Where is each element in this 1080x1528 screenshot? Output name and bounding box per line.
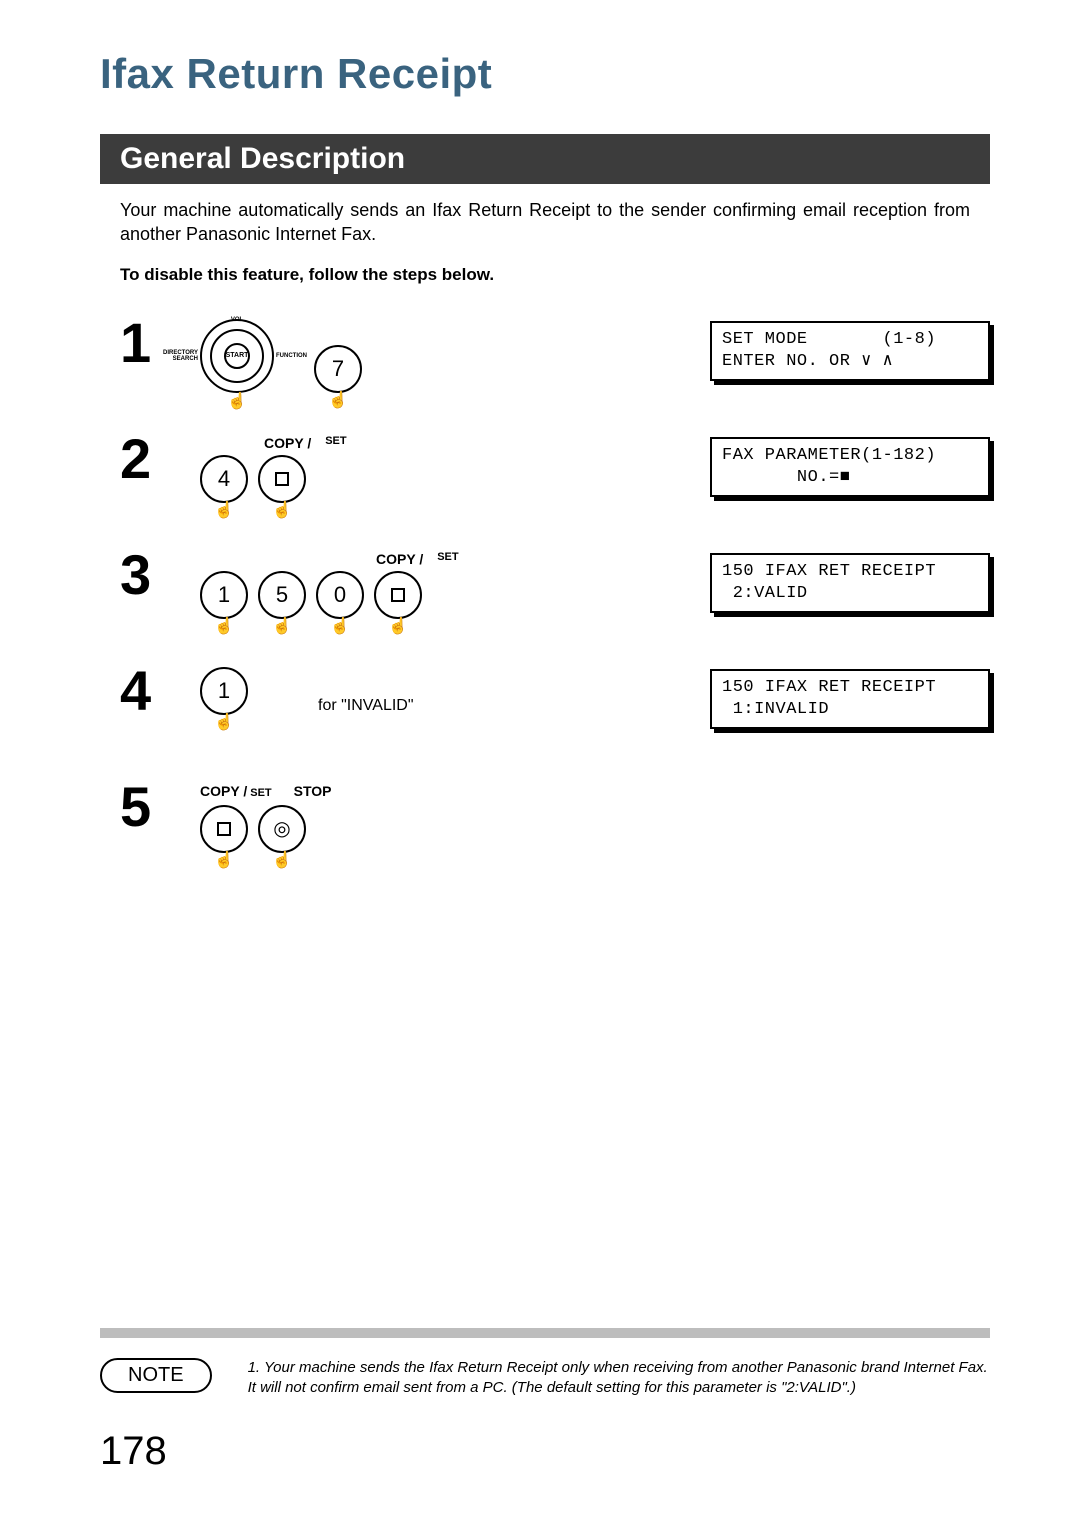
press-hand-icon: ☝ (214, 503, 234, 519)
horizontal-rule (100, 1328, 990, 1338)
press-hand-icon: ☝ (272, 853, 292, 869)
press-hand-icon: ☝ (214, 619, 234, 635)
key-7-label: 7 (332, 356, 344, 382)
press-hand-icon: ☝ (214, 853, 234, 869)
step-number: 4 (120, 663, 200, 719)
intro-paragraph: Your machine automatically sends an Ifax… (120, 198, 970, 247)
step-4: 4 1 ☝ for "INVALID" 150 IFAX RET RECEIPT… (120, 667, 990, 767)
note-badge: NOTE (100, 1358, 212, 1393)
invalid-caption: for "INVALID" (318, 697, 414, 715)
set-label: SET (247, 787, 271, 799)
step-2: 2 COPY / SET 4 ☝ ☝ (120, 435, 990, 535)
function-dial-icon: START VOL DIRECTORY SEARCH FUNCTION ☝ (200, 319, 274, 393)
key-7-button: 7 ☝ (314, 345, 362, 393)
dial-right-label: FUNCTION (276, 353, 308, 359)
section-heading: General Description (100, 134, 990, 184)
step-number: 2 (120, 431, 200, 487)
set-label: SET (437, 551, 458, 567)
page-number: 178 (100, 1429, 167, 1474)
copy-set-button: ☝ (258, 455, 306, 503)
copy-set-button: ☝ (200, 805, 248, 853)
press-hand-icon: ☝ (272, 619, 292, 635)
square-icon (217, 822, 231, 836)
page-title: Ifax Return Receipt (100, 50, 990, 98)
copy-set-button: ☝ (374, 571, 422, 619)
disable-instruction: To disable this feature, follow the step… (120, 265, 970, 285)
stop-label: STOP (294, 783, 332, 801)
lcd-display-3: 150 IFAX RET RECEIPT 2:VALID (710, 553, 990, 613)
copy-label: COPY / (264, 435, 311, 451)
press-hand-icon: ☝ (227, 391, 247, 411)
press-hand-icon: ☝ (388, 619, 408, 635)
key-4-label: 4 (218, 466, 230, 492)
dial-top-label: VOL (231, 317, 243, 323)
lcd-display-1: SET MODE (1-8) ENTER NO. OR ∨ ∧ (710, 321, 990, 381)
key-5-label: 5 (276, 582, 288, 608)
key-5-button: 5 ☝ (258, 571, 306, 619)
steps-list: 1 START VOL DIRECTORY SEARCH FUNCTION ☝ … (120, 319, 990, 883)
dial-center-label: START (224, 343, 250, 369)
step-3: 3 COPY / SET 1 ☝ 5 ☝ (120, 551, 990, 651)
press-hand-icon: ☝ (330, 619, 350, 635)
key-1-button: 1 ☝ (200, 571, 248, 619)
note-row: NOTE 1. Your machine sends the Ifax Retu… (100, 1358, 990, 1399)
stop-button: ◎ ☝ (258, 805, 306, 853)
step-5-controls: COPY / SET STOP ☝ ◎ ☝ (200, 783, 620, 853)
key-4-button: 4 ☝ (200, 455, 248, 503)
step-1-controls: START VOL DIRECTORY SEARCH FUNCTION ☝ 7 … (200, 319, 620, 393)
step-4-controls: 1 ☝ for "INVALID" (200, 667, 620, 715)
copy-label: COPY / (200, 783, 247, 799)
step-number: 3 (120, 547, 200, 603)
copy-label: COPY / (376, 551, 423, 567)
dial-left-label: DIRECTORY SEARCH (162, 350, 198, 362)
press-hand-icon: ☝ (272, 503, 292, 519)
set-label: SET (325, 435, 346, 451)
square-icon (275, 472, 289, 486)
key-1-button: 1 ☝ (200, 667, 248, 715)
footer-note-block: NOTE 1. Your machine sends the Ifax Retu… (100, 1328, 990, 1399)
step-2-controls: COPY / SET 4 ☝ ☝ (200, 435, 620, 503)
step-number: 1 (120, 315, 200, 371)
lcd-display-4: 150 IFAX RET RECEIPT 1:INVALID (710, 669, 990, 729)
step-3-controls: COPY / SET 1 ☝ 5 ☝ 0 ☝ (200, 551, 620, 619)
note-text: 1. Your machine sends the Ifax Return Re… (248, 1358, 990, 1399)
key-0-label: 0 (334, 582, 346, 608)
key-0-button: 0 ☝ (316, 571, 364, 619)
key-1-label: 1 (218, 582, 230, 608)
step-1: 1 START VOL DIRECTORY SEARCH FUNCTION ☝ … (120, 319, 990, 419)
stop-icon: ◎ (273, 816, 290, 841)
step-5: 5 COPY / SET STOP ☝ (120, 783, 990, 883)
square-icon (391, 588, 405, 602)
manual-page: Ifax Return Receipt General Description … (0, 0, 1080, 1528)
step-number: 5 (120, 779, 200, 835)
lcd-display-2: FAX PARAMETER(1-182) NO.=■ (710, 437, 990, 497)
key-1-label: 1 (218, 678, 230, 704)
press-hand-icon: ☝ (328, 393, 348, 409)
press-hand-icon: ☝ (214, 715, 234, 731)
